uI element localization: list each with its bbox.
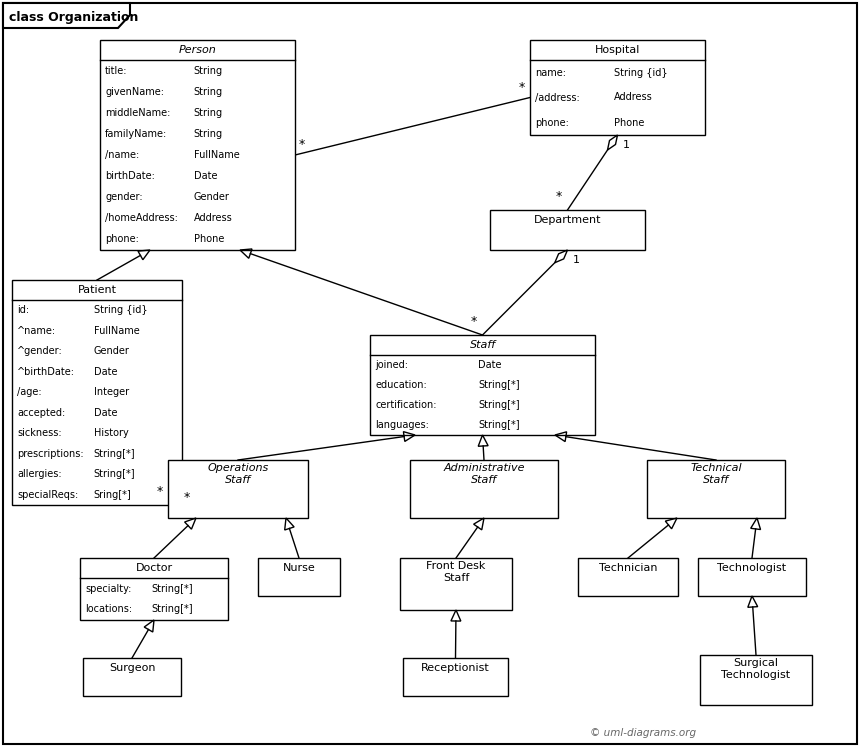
Text: 1: 1 [573, 255, 580, 265]
Text: Patient: Patient [77, 285, 116, 295]
Bar [12, 280, 182, 505]
Text: allergies:: allergies: [17, 469, 62, 480]
Text: Address: Address [614, 93, 653, 102]
Text: Person: Person [179, 45, 217, 55]
Text: sickness:: sickness: [17, 428, 62, 438]
Text: FullName: FullName [94, 326, 139, 335]
Bar [400, 558, 512, 610]
Text: languages:: languages: [375, 420, 429, 430]
Text: Operations
Staff: Operations Staff [207, 463, 268, 485]
Text: Technician: Technician [599, 563, 657, 573]
Text: familyName:: familyName: [105, 129, 167, 139]
Text: phone:: phone: [105, 235, 138, 244]
Text: *: * [157, 485, 163, 498]
Text: *: * [519, 81, 525, 93]
Text: Receptionist: Receptionist [421, 663, 490, 673]
Bar [168, 460, 308, 518]
Text: String[*]: String[*] [151, 583, 193, 594]
Bar [530, 40, 705, 135]
Text: Gender: Gender [194, 192, 230, 202]
Text: ^name:: ^name: [17, 326, 56, 335]
Text: specialReqs:: specialReqs: [17, 490, 78, 500]
Text: certification:: certification: [375, 400, 437, 410]
Bar [410, 460, 558, 518]
Text: /address:: /address: [535, 93, 580, 102]
Text: © uml-diagrams.org: © uml-diagrams.org [590, 728, 696, 738]
Text: Department: Department [534, 215, 601, 225]
Text: *: * [556, 190, 562, 203]
Text: Nurse: Nurse [283, 563, 316, 573]
Text: title:: title: [105, 66, 127, 75]
Text: Front Desk
Staff: Front Desk Staff [427, 561, 486, 583]
Bar [80, 558, 228, 620]
Text: String[*]: String[*] [94, 449, 135, 459]
Text: String: String [194, 87, 223, 96]
Text: Administrative
Staff: Administrative Staff [443, 463, 525, 485]
Text: String {id}: String {id} [614, 67, 667, 78]
Text: phone:: phone: [535, 117, 568, 128]
Text: specialty:: specialty: [85, 583, 132, 594]
Text: ^gender:: ^gender: [17, 347, 63, 356]
Text: 1: 1 [623, 140, 630, 150]
Text: String[*]: String[*] [478, 400, 519, 410]
Text: String: String [194, 66, 223, 75]
Bar [578, 558, 678, 596]
Text: Doctor: Doctor [135, 563, 173, 573]
Text: String[*]: String[*] [478, 380, 519, 390]
Text: String[*]: String[*] [94, 469, 135, 480]
Text: Technical
Staff: Technical Staff [691, 463, 742, 485]
Text: Date: Date [94, 408, 117, 418]
Text: Surgical
Technologist: Surgical Technologist [722, 658, 790, 680]
Bar [490, 210, 645, 250]
Bar [258, 558, 340, 596]
Text: Hospital: Hospital [595, 45, 640, 55]
Text: String: String [194, 108, 223, 118]
Text: Staff: Staff [470, 340, 495, 350]
Text: education:: education: [375, 380, 427, 390]
Text: birthDate:: birthDate: [105, 171, 155, 181]
Text: /homeAddress:: /homeAddress: [105, 214, 178, 223]
Text: Address: Address [194, 214, 232, 223]
Text: *: * [299, 138, 305, 151]
Text: middleName:: middleName: [105, 108, 170, 118]
Bar [647, 460, 785, 518]
Text: locations:: locations: [85, 604, 132, 615]
Text: id:: id: [17, 306, 29, 315]
Bar [83, 658, 181, 696]
Text: Gender: Gender [94, 347, 130, 356]
Text: ^birthDate:: ^birthDate: [17, 367, 75, 376]
Text: Date: Date [194, 171, 217, 181]
Text: Phone: Phone [614, 117, 644, 128]
Text: gender:: gender: [105, 192, 143, 202]
Bar [698, 558, 806, 596]
Bar [100, 40, 295, 250]
Bar [370, 335, 595, 435]
Bar [403, 658, 508, 696]
Text: givenName:: givenName: [105, 87, 164, 96]
Text: /age:: /age: [17, 387, 41, 397]
Text: prescriptions:: prescriptions: [17, 449, 83, 459]
Text: Sring[*]: Sring[*] [94, 490, 132, 500]
Text: String[*]: String[*] [478, 420, 519, 430]
Bar [700, 655, 812, 705]
Text: String[*]: String[*] [151, 604, 193, 615]
Text: Surgeon: Surgeon [108, 663, 156, 673]
Text: Phone: Phone [194, 235, 224, 244]
Polygon shape [3, 3, 130, 28]
Text: Date: Date [478, 360, 501, 370]
Text: accepted:: accepted: [17, 408, 65, 418]
Text: FullName: FullName [194, 150, 239, 160]
Text: String {id}: String {id} [94, 306, 147, 315]
Text: History: History [94, 428, 128, 438]
Text: Date: Date [94, 367, 117, 376]
Text: joined:: joined: [375, 360, 408, 370]
Text: *: * [470, 315, 476, 328]
Text: String: String [194, 129, 223, 139]
Text: name:: name: [535, 67, 566, 78]
Text: *: * [184, 491, 190, 504]
Text: Technologist: Technologist [717, 563, 787, 573]
Text: /name:: /name: [105, 150, 139, 160]
Text: Integer: Integer [94, 387, 129, 397]
Text: class Organization: class Organization [9, 10, 138, 23]
